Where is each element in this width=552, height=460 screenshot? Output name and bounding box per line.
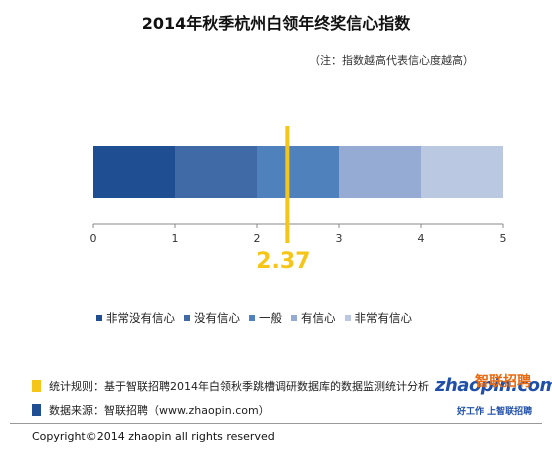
- x-tick-label: 3: [336, 232, 343, 245]
- chart-note: （注：指数越高代表信心度越高）: [309, 54, 474, 67]
- copyright-text: Copyright©2014 zhaopin all rights reserv…: [32, 430, 275, 443]
- legend-label: 一般: [259, 311, 282, 325]
- legend-swatch: [344, 315, 351, 321]
- bar-segment-3: [257, 146, 339, 198]
- x-tick-label: 5: [500, 232, 507, 245]
- bar-segments: [93, 146, 503, 198]
- source-note: 数据来源：智联招聘（www.zhaopin.com）: [32, 402, 270, 418]
- chart-legend: 非常没有信心 没有信心 一般 有信心 非常有信心: [96, 310, 412, 326]
- source-marker: [32, 404, 41, 416]
- footer-divider: [10, 423, 542, 424]
- logo-wordmark: zhaopin.com: [435, 375, 552, 396]
- bar-segment-4: [339, 146, 421, 198]
- logo-chinese: 智联招聘: [475, 374, 531, 390]
- legend-label: 非常有信心: [354, 311, 413, 325]
- legend-label: 非常没有信心: [106, 311, 175, 325]
- legend-label: 有信心: [301, 311, 336, 325]
- rule-marker: [32, 380, 41, 392]
- legend-swatch: [291, 315, 297, 321]
- legend-item-1: 非常没有信心: [96, 310, 175, 326]
- logo-slogan: 好工作 上智联招聘: [457, 407, 533, 417]
- legend-item-2: 没有信心: [184, 310, 240, 326]
- x-tick-label: 4: [418, 232, 425, 245]
- legend-swatch: [249, 315, 255, 321]
- legend-swatch: [184, 315, 190, 321]
- bar-segment-2: [175, 146, 257, 198]
- bar-segment-5: [421, 146, 503, 198]
- legend-label: 没有信心: [194, 311, 240, 325]
- score-marker: 2.37: [256, 126, 310, 274]
- x-tick-label: 1: [172, 232, 179, 245]
- x-tick-label: 0: [90, 232, 97, 245]
- source-text: 数据来源：智联招聘（www.zhaopin.com）: [49, 404, 270, 417]
- bar-segment-1: [93, 146, 175, 198]
- x-axis-ticks: 0 1 2 3 4 5: [90, 224, 507, 245]
- chart-title: 2014年秋季杭州白领年终奖信心指数: [141, 14, 411, 33]
- legend-item-5: 非常有信心: [344, 310, 413, 326]
- legend-item-4: 有信心: [291, 310, 336, 326]
- rule-note: 统计规则：基于智联招聘2014年白领秋季跳槽调研数据库的数据监测统计分析: [32, 378, 429, 394]
- zhaopin-logo: zhaopin.com 智联招聘 好工作 上智联招聘: [435, 374, 552, 420]
- legend-swatch: [96, 315, 102, 321]
- x-tick-label: 2: [254, 232, 261, 245]
- rule-text: 统计规则：基于智联招聘2014年白领秋季跳槽调研数据库的数据监测统计分析: [49, 380, 429, 393]
- index-chart: 0 1 2 3 4 5 2.37: [90, 126, 507, 274]
- legend-item-3: 一般: [249, 310, 282, 326]
- score-marker-label: 2.37: [256, 249, 310, 274]
